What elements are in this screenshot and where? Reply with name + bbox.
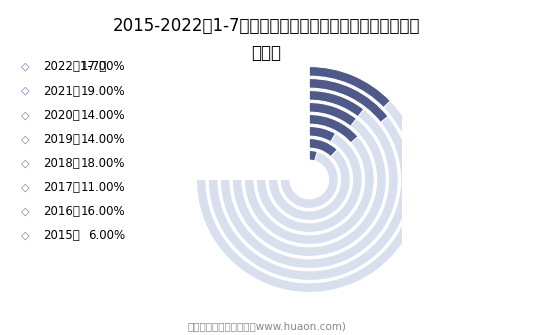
Text: 2022年1-7月: 2022年1-7月 (43, 61, 106, 73)
Text: 19.00%: 19.00% (80, 85, 125, 97)
Wedge shape (232, 103, 386, 257)
Text: ◇: ◇ (21, 158, 30, 169)
Text: ◇: ◇ (21, 110, 30, 120)
Text: 2015年: 2015年 (43, 229, 79, 242)
Text: 制图：华经产业研究院（www.huaon.com): 制图：华经产业研究院（www.huaon.com) (187, 322, 346, 332)
Text: ◇: ◇ (21, 231, 30, 241)
Text: 2021年: 2021年 (43, 85, 79, 97)
Text: 2018年: 2018年 (43, 157, 79, 170)
Wedge shape (280, 150, 338, 208)
Wedge shape (309, 67, 390, 108)
Text: 2015-2022年1-7月郑州商品交易所期货成交金额占全国市: 2015-2022年1-7月郑州商品交易所期货成交金额占全国市 (113, 17, 420, 35)
Wedge shape (244, 115, 374, 245)
Text: 2020年: 2020年 (43, 109, 79, 122)
Text: 18.00%: 18.00% (81, 157, 125, 170)
Text: ◇: ◇ (21, 207, 30, 217)
Text: 6.00%: 6.00% (88, 229, 125, 242)
Wedge shape (309, 127, 336, 142)
Wedge shape (309, 150, 317, 161)
Text: 2016年: 2016年 (43, 205, 79, 218)
Text: ◇: ◇ (21, 86, 30, 96)
Text: 14.00%: 14.00% (80, 109, 125, 122)
Text: 16.00%: 16.00% (80, 205, 125, 218)
Wedge shape (268, 138, 350, 220)
Text: 2019年: 2019年 (43, 133, 79, 146)
Wedge shape (208, 78, 410, 280)
Text: 场比重: 场比重 (252, 44, 281, 62)
Wedge shape (309, 138, 337, 157)
Wedge shape (309, 90, 364, 117)
Text: 2017年: 2017年 (43, 181, 79, 194)
Wedge shape (256, 127, 362, 232)
Text: ◇: ◇ (21, 183, 30, 193)
Text: 11.00%: 11.00% (80, 181, 125, 194)
Text: ◇: ◇ (21, 134, 30, 144)
Wedge shape (309, 115, 358, 143)
Wedge shape (309, 103, 357, 126)
Wedge shape (220, 90, 398, 268)
Wedge shape (309, 78, 388, 122)
Text: ◇: ◇ (21, 62, 30, 72)
Wedge shape (196, 67, 422, 292)
Text: 14.00%: 14.00% (80, 133, 125, 146)
Text: 17.00%: 17.00% (80, 61, 125, 73)
